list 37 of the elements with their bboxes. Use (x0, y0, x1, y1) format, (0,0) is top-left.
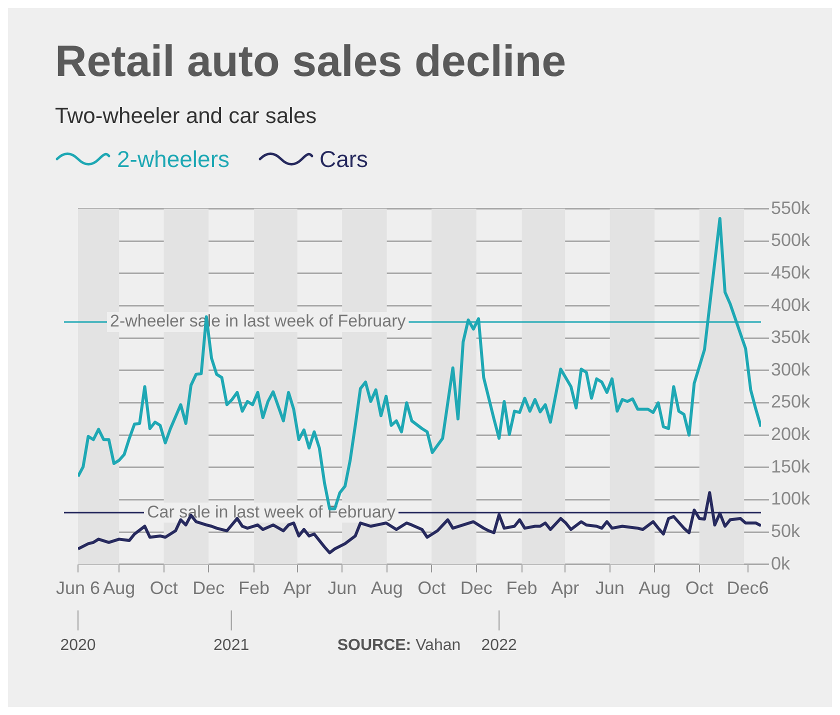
y-tick-label: 300k (770, 359, 811, 380)
legend-label: Cars (320, 146, 368, 172)
x-tick-label: Dec (192, 578, 225, 598)
y-tick-label: 0k (770, 553, 791, 574)
x-tick-label: Aug (638, 578, 671, 598)
y-tick-label: 100k (770, 488, 811, 509)
chart-title: Retail auto sales decline (55, 36, 568, 88)
ref-line-label: Car sale in last week of February (147, 502, 396, 522)
x-tick-label: Oct (150, 578, 178, 598)
chart-subtitle: Two-wheeler and car sales (55, 102, 318, 130)
source-note: SOURCE: Vahan (337, 636, 461, 654)
y-tick-label: 400k (770, 294, 811, 315)
x-tick-label: Apr (551, 578, 580, 598)
x-tick-label: Feb (238, 578, 270, 598)
y-tick-label: 50k (770, 521, 801, 542)
x-tick-label: Oct (418, 578, 446, 598)
x-tick-label: Feb (506, 578, 538, 598)
y-tick-label: 550k (770, 198, 811, 218)
y-tick-label: 200k (770, 424, 811, 444)
y-tick-label: 150k (770, 456, 811, 476)
annotation: 2020 (60, 636, 96, 654)
x-tick-label: Apr (283, 578, 312, 598)
x-tick-label: Jun (328, 578, 357, 598)
x-tick-label: Aug (370, 578, 403, 598)
x-tick-label: Jun (595, 578, 624, 598)
x-tick-label: Oct (685, 578, 714, 598)
x-tick-label: Dec6 (726, 578, 769, 598)
annotation: 2021 (214, 636, 250, 654)
legend-label: 2-wheelers (117, 146, 230, 172)
x-tick-label: Dec (460, 578, 492, 598)
x-tick-label: Jun 6 (56, 578, 100, 598)
y-tick-label: 350k (770, 327, 811, 348)
y-tick-label: 500k (770, 230, 811, 250)
x-tick-label: Aug (103, 578, 136, 598)
y-tick-label: 450k (770, 262, 811, 282)
y-tick-label: 250k (770, 392, 811, 412)
annotation: 2022 (481, 636, 517, 654)
